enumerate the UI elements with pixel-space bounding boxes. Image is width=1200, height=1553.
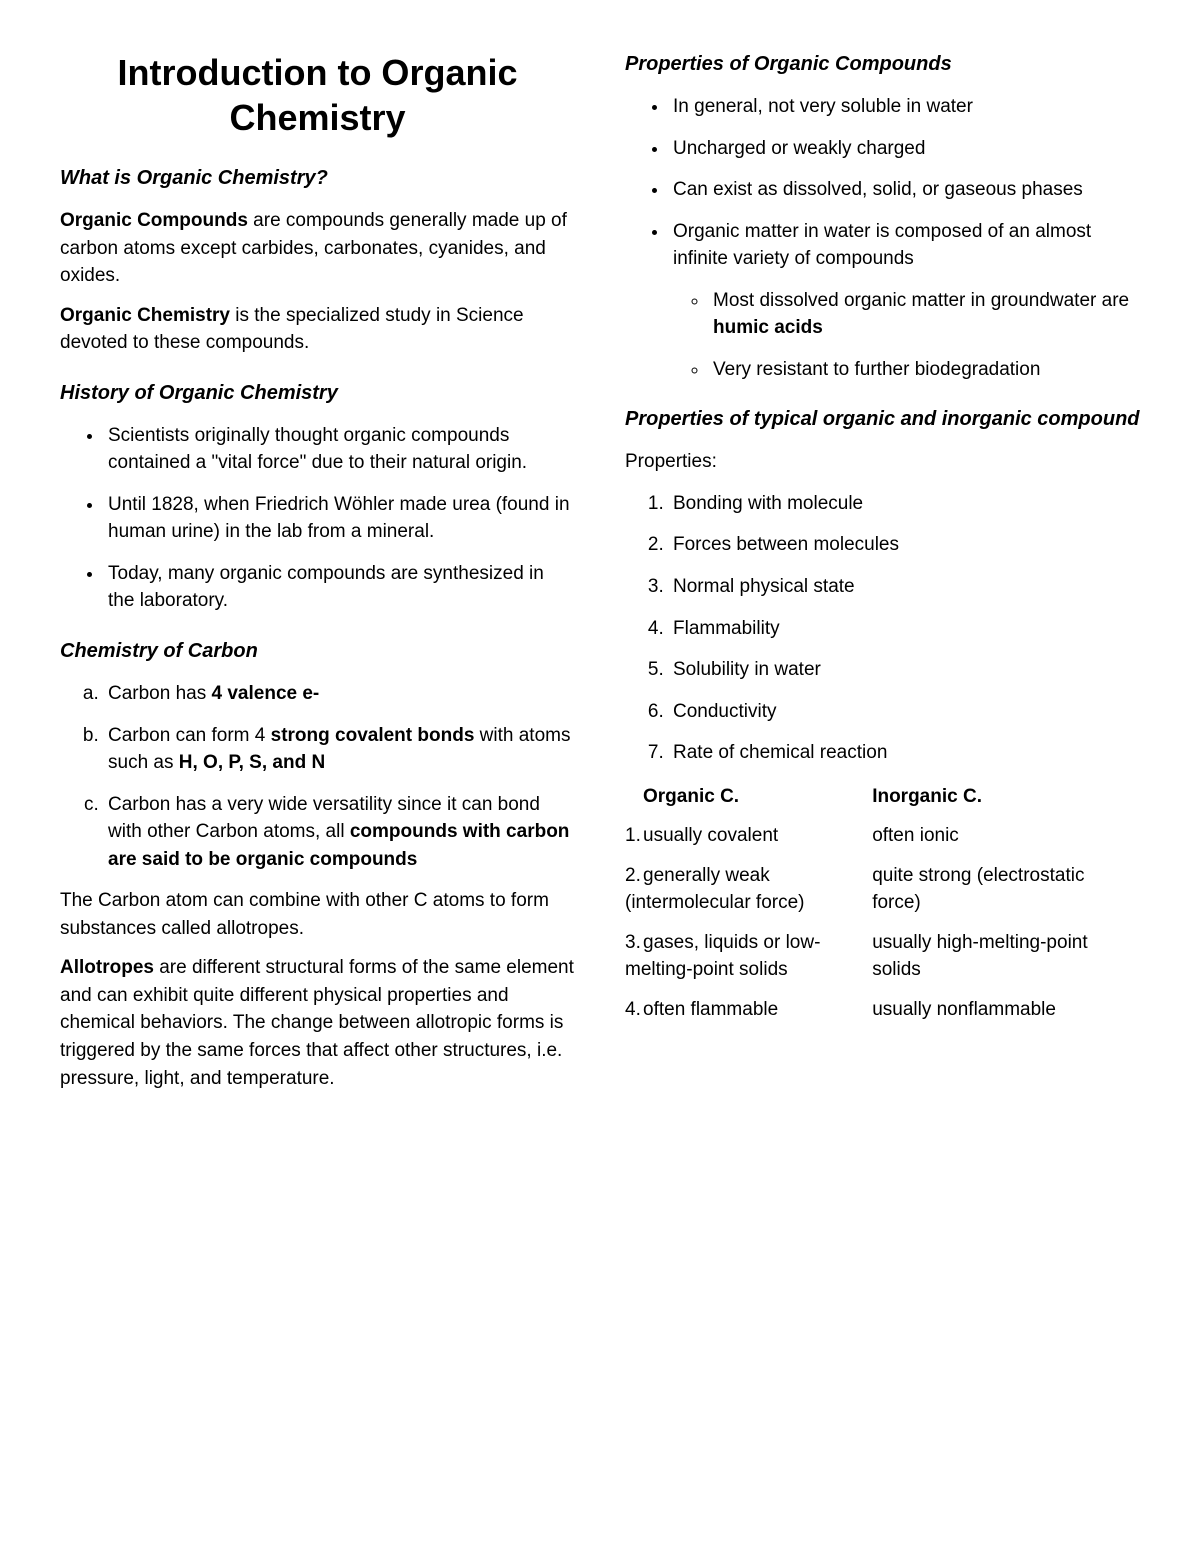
table-cell: 2.generally weak (intermolecular force) xyxy=(625,862,872,917)
term-bold: Organic Chemistry xyxy=(60,305,230,326)
list-item: Carbon has a very wide versatility since… xyxy=(104,791,575,874)
text: generally weak (intermolecular force) xyxy=(625,865,805,914)
list-item: Solubility in water xyxy=(669,656,1140,684)
paragraph: The Carbon atom can combine with other C… xyxy=(60,887,575,942)
section-heading: History of Organic Chemistry xyxy=(60,379,575,408)
text: Most dissolved organic matter in groundw… xyxy=(713,290,1129,311)
table-row: 3.gases, liquids or low-melting-point so… xyxy=(625,929,1140,984)
table-row: 4.often flammable usually nonflammable xyxy=(625,996,1140,1024)
paragraph: Organic Chemistry is the specialized stu… xyxy=(60,302,575,357)
sub-bullet-list: Most dissolved organic matter in groundw… xyxy=(673,287,1140,384)
text: often flammable xyxy=(643,999,778,1020)
section-heading: Chemistry of Carbon xyxy=(60,637,575,666)
term-bold: humic acids xyxy=(713,317,823,338)
list-item: Carbon can form 4 strong covalent bonds … xyxy=(104,722,575,777)
bullet-list: Scientists originally thought organic co… xyxy=(60,422,575,615)
row-number: 4. xyxy=(625,996,643,1024)
list-item: Carbon has 4 valence e- xyxy=(104,680,575,708)
table-row: 2.generally weak (intermolecular force) … xyxy=(625,862,1140,917)
table-cell: quite strong (electrostatic force) xyxy=(872,862,1140,917)
list-item: Most dissolved organic matter in groundw… xyxy=(709,287,1140,342)
table-row: 1.usually covalent often ionic xyxy=(625,822,1140,850)
list-item: Very resistant to further biodegradation xyxy=(709,356,1140,384)
table-header-row: Organic C. Inorganic C. xyxy=(625,783,1140,811)
list-item: Can exist as dissolved, solid, or gaseou… xyxy=(669,176,1140,204)
table-header-cell: Organic C. xyxy=(625,783,872,811)
page-title: Introduction to Organic Chemistry xyxy=(60,50,575,140)
table-cell: often ionic xyxy=(872,822,1140,850)
term-bold: Allotropes xyxy=(60,957,154,978)
text: Carbon can form 4 xyxy=(108,725,271,746)
table-header-cell: Inorganic C. xyxy=(872,783,1140,811)
term-bold: H, O, P, S, and N xyxy=(179,752,325,773)
list-item: Organic matter in water is composed of a… xyxy=(669,218,1140,384)
table-cell: usually nonflammable xyxy=(872,996,1140,1024)
comparison-table: Organic C. Inorganic C. 1.usually covale… xyxy=(625,783,1140,1024)
text: usually covalent xyxy=(643,825,778,846)
text: Organic matter in water is composed of a… xyxy=(673,221,1091,270)
list-item: Scientists originally thought organic co… xyxy=(104,422,575,477)
row-number: 3. xyxy=(625,929,643,957)
term-bold: 4 valence e- xyxy=(212,683,320,704)
list-item: Bonding with molecule xyxy=(669,490,1140,518)
section-heading: Properties of Organic Compounds xyxy=(625,50,1140,79)
list-item: Normal physical state xyxy=(669,573,1140,601)
row-number: 2. xyxy=(625,862,643,890)
list-item: Forces between molecules xyxy=(669,531,1140,559)
table-cell: 1.usually covalent xyxy=(625,822,872,850)
paragraph: Properties: xyxy=(625,448,1140,476)
paragraph: Allotropes are different structural form… xyxy=(60,954,575,1092)
list-item: Rate of chemical reaction xyxy=(669,739,1140,767)
term-bold: strong covalent bonds xyxy=(271,725,475,746)
section-heading: Properties of typical organic and inorga… xyxy=(625,405,1140,434)
table-cell: 4.often flammable xyxy=(625,996,872,1024)
document-page: Introduction to Organic Chemistry What i… xyxy=(60,50,1140,1092)
numbered-list: Bonding with molecule Forces between mol… xyxy=(625,490,1140,767)
alpha-list: Carbon has 4 valence e- Carbon can form … xyxy=(60,680,575,873)
bullet-list: In general, not very soluble in water Un… xyxy=(625,93,1140,383)
list-item: In general, not very soluble in water xyxy=(669,93,1140,121)
list-item: Until 1828, when Friedrich Wöhler made u… xyxy=(104,491,575,546)
list-item: Today, many organic compounds are synthe… xyxy=(104,560,575,615)
list-item: Uncharged or weakly charged xyxy=(669,135,1140,163)
table-cell: usually high-melting-point solids xyxy=(872,929,1140,984)
table-cell: 3.gases, liquids or low-melting-point so… xyxy=(625,929,872,984)
term-bold: Organic Compounds xyxy=(60,210,248,231)
list-item: Flammability xyxy=(669,615,1140,643)
list-item: Conductivity xyxy=(669,698,1140,726)
paragraph: Organic Compounds are compounds generall… xyxy=(60,207,575,290)
section-heading: What is Organic Chemistry? xyxy=(60,164,575,193)
text: Carbon has xyxy=(108,683,212,704)
row-number: 1. xyxy=(625,822,643,850)
text: gases, liquids or low-melting-point soli… xyxy=(625,932,820,981)
